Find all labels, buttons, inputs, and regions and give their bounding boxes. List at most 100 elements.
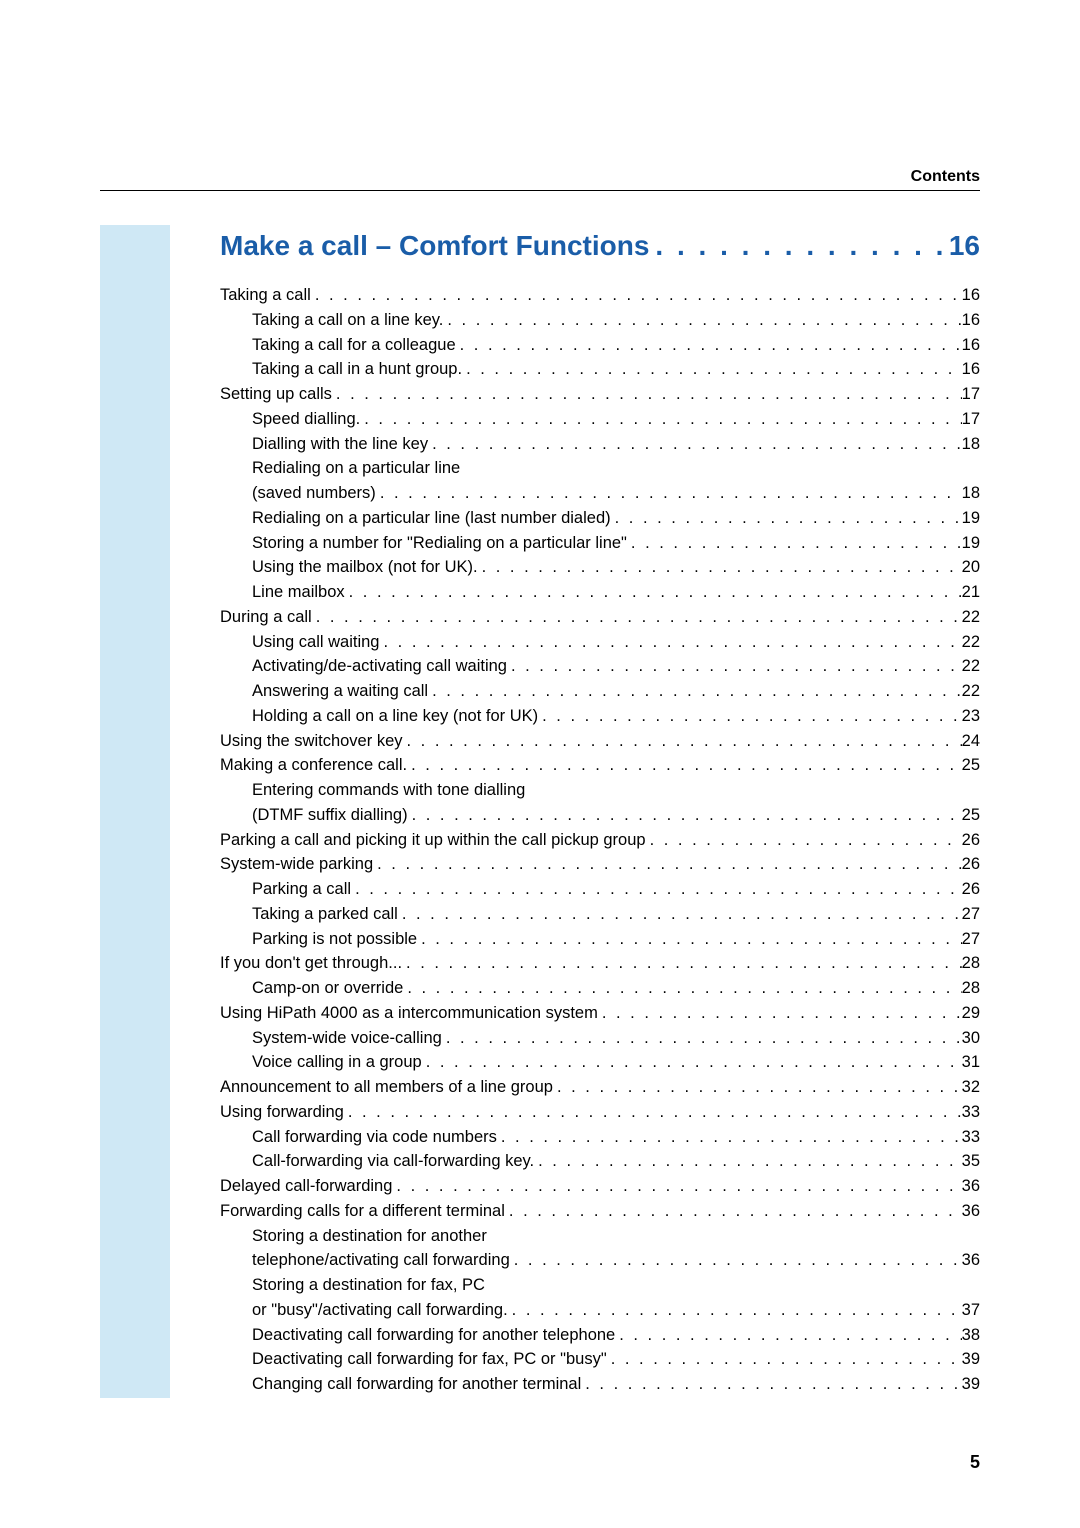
toc-leader-dots xyxy=(598,1001,962,1026)
toc-entry-page[interactable]: 22 xyxy=(962,679,980,704)
toc-entry-label[interactable]: System-wide parking xyxy=(220,852,373,877)
toc-entry-page[interactable]: 38 xyxy=(962,1323,980,1348)
toc-entry-label[interactable]: Using the mailbox (not for UK). xyxy=(252,555,478,580)
toc-entry-page[interactable]: 21 xyxy=(962,580,980,605)
toc-entry-label[interactable]: Setting up calls xyxy=(220,382,332,407)
toc-entry-page[interactable]: 17 xyxy=(962,407,980,432)
toc-entry-page[interactable]: 28 xyxy=(962,976,980,1001)
toc-entry-label[interactable]: Taking a call xyxy=(220,283,311,308)
toc-entry-page[interactable]: 25 xyxy=(962,803,980,828)
toc-entry-page[interactable]: 35 xyxy=(962,1149,980,1174)
toc-entry-page[interactable]: 23 xyxy=(962,704,980,729)
toc-entry-label[interactable]: Storing a number for "Redialing on a par… xyxy=(252,531,627,556)
toc-entry-label[interactable]: Redialing on a particular line (last num… xyxy=(252,506,611,531)
toc-entry-page[interactable]: 39 xyxy=(962,1347,980,1372)
toc-entry-label[interactable]: Redialing on a particular line xyxy=(252,456,460,481)
toc-entry-label[interactable]: (DTMF suffix dialling) xyxy=(252,803,408,828)
toc-entry-label[interactable]: Forwarding calls for a different termina… xyxy=(220,1199,505,1224)
toc-entry-label[interactable]: Storing a destination for another xyxy=(252,1224,487,1249)
toc-entry-label[interactable]: Speed dialling. xyxy=(252,407,360,432)
toc-entry-label[interactable]: Answering a waiting call xyxy=(252,679,428,704)
toc-entry-label[interactable]: Deactivating call forwarding for another… xyxy=(252,1323,615,1348)
toc-entry-label[interactable]: Holding a call on a line key (not for UK… xyxy=(252,704,538,729)
toc-entry-label[interactable]: Announcement to all members of a line gr… xyxy=(220,1075,553,1100)
toc-entry-page[interactable]: 22 xyxy=(962,654,980,679)
toc-entry-page[interactable]: 18 xyxy=(962,481,980,506)
toc-entry-page[interactable]: 36 xyxy=(962,1248,980,1273)
toc-line: Call-forwarding via call-forwarding key.… xyxy=(220,1149,980,1174)
toc-entry-label[interactable]: Taking a parked call xyxy=(252,902,398,927)
toc-entry-label[interactable]: Entering commands with tone dialling xyxy=(252,778,525,803)
toc-entry-page[interactable]: 32 xyxy=(962,1075,980,1100)
toc-entry-label[interactable]: Changing call forwarding for another ter… xyxy=(252,1372,581,1397)
toc-entry-label[interactable]: Taking a call on a line key. xyxy=(252,308,443,333)
toc-entry-page[interactable]: 19 xyxy=(962,506,980,531)
toc-entry-page[interactable]: 26 xyxy=(962,828,980,853)
toc-entry-label[interactable]: (saved numbers) xyxy=(252,481,376,506)
toc-line: Making a conference call. 25 xyxy=(220,753,980,778)
toc-entry-label[interactable]: Call-forwarding via call-forwarding key. xyxy=(252,1149,534,1174)
toc-entry-label[interactable]: Delayed call-forwarding xyxy=(220,1174,392,1199)
toc-entry-page[interactable]: 29 xyxy=(962,1001,980,1026)
toc-entry-page[interactable]: 20 xyxy=(962,555,980,580)
toc-entry-label[interactable]: telephone/activating call forwarding xyxy=(252,1248,510,1273)
toc-entry-page[interactable]: 30 xyxy=(962,1026,980,1051)
toc-entry-label[interactable]: Voice calling in a group xyxy=(252,1050,422,1075)
toc-entry-page[interactable]: 17 xyxy=(962,382,980,407)
toc-entry-page[interactable]: 25 xyxy=(962,753,980,778)
toc-entry-page[interactable]: 18 xyxy=(962,432,980,457)
toc-entry-page[interactable]: 26 xyxy=(962,852,980,877)
toc-entry-page[interactable]: 27 xyxy=(962,902,980,927)
toc-entry-page[interactable]: 28 xyxy=(962,951,980,976)
toc-entry-page[interactable]: 16 xyxy=(962,283,980,308)
toc-entry-label[interactable]: Storing a destination for fax, PC xyxy=(252,1273,485,1298)
toc-leader-dots xyxy=(442,1026,962,1051)
toc-entry-page[interactable]: 16 xyxy=(962,357,980,382)
toc-entry-label[interactable]: Using forwarding xyxy=(220,1100,344,1125)
toc-entry-page[interactable]: 31 xyxy=(962,1050,980,1075)
toc-entry-page[interactable]: 22 xyxy=(962,605,980,630)
toc-entry-page[interactable]: 16 xyxy=(962,308,980,333)
toc-entry-page[interactable]: 36 xyxy=(962,1174,980,1199)
toc-entry-label[interactable]: Dialling with the line key xyxy=(252,432,428,457)
toc-line: (DTMF suffix dialling) 25 xyxy=(220,803,980,828)
toc-entry-label[interactable]: Using HiPath 4000 as a intercommunicatio… xyxy=(220,1001,598,1026)
toc-entry-page[interactable]: 26 xyxy=(962,877,980,902)
toc-entry-page[interactable]: 16 xyxy=(962,333,980,358)
toc-entry-page[interactable]: 22 xyxy=(962,630,980,655)
toc-leader-dots xyxy=(538,704,962,729)
toc-entry-label[interactable]: Using the switchover key xyxy=(220,729,403,754)
toc-line: If you don't get through... 28 xyxy=(220,951,980,976)
toc-entry-label[interactable]: Parking a call xyxy=(252,877,351,902)
toc-entry-page[interactable]: 27 xyxy=(962,927,980,952)
toc-entry-page[interactable]: 24 xyxy=(962,729,980,754)
toc-entry-label[interactable]: If you don't get through... xyxy=(220,951,402,976)
toc-entry-label[interactable]: Taking a call for a colleague xyxy=(252,333,456,358)
toc-entry-label[interactable]: Making a conference call. xyxy=(220,753,407,778)
toc-entry-page[interactable]: 36 xyxy=(962,1199,980,1224)
toc-entry-page[interactable]: 33 xyxy=(962,1125,980,1150)
toc-line: or "busy"/activating call forwarding. 37 xyxy=(220,1298,980,1323)
toc-line: System-wide voice-calling 30 xyxy=(220,1026,980,1051)
toc-entry-label[interactable]: Parking a call and picking it up within … xyxy=(220,828,646,853)
toc-entry-label[interactable]: Camp-on or override xyxy=(252,976,403,1001)
toc-entry-label[interactable]: Parking is not possible xyxy=(252,927,417,952)
toc-entry-page[interactable]: 33 xyxy=(962,1100,980,1125)
toc-entry-page[interactable]: 37 xyxy=(962,1298,980,1323)
section-title[interactable]: Make a call – Comfort Functions xyxy=(220,225,649,267)
toc-entry-page[interactable]: 39 xyxy=(962,1372,980,1397)
toc-leader-dots xyxy=(534,1149,962,1174)
toc-entry-label[interactable]: Line mailbox xyxy=(252,580,345,605)
toc-entry-label[interactable]: Activating/de-activating call waiting xyxy=(252,654,507,679)
toc-entry-label[interactable]: During a call xyxy=(220,605,312,630)
toc-entry-label[interactable]: or "busy"/activating call forwarding. xyxy=(252,1298,508,1323)
toc-leader-dots xyxy=(392,1174,961,1199)
toc-entry-label[interactable]: System-wide voice-calling xyxy=(252,1026,442,1051)
toc-line: Line mailbox 21 xyxy=(220,580,980,605)
toc-entry-label[interactable]: Deactivating call forwarding for fax, PC… xyxy=(252,1347,607,1372)
toc-entry-label[interactable]: Call forwarding via code numbers xyxy=(252,1125,497,1150)
toc-entry-label[interactable]: Taking a call in a hunt group. xyxy=(252,357,462,382)
toc-line: Redialing on a particular line (last num… xyxy=(220,506,980,531)
toc-entry-page[interactable]: 19 xyxy=(962,531,980,556)
toc-entry-label[interactable]: Using call waiting xyxy=(252,630,379,655)
